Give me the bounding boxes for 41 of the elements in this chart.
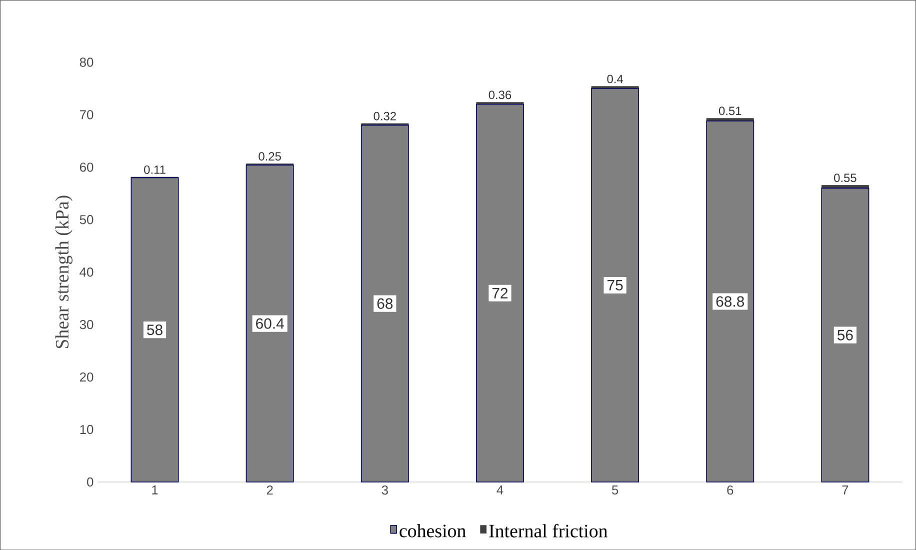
data-label: 68.8 xyxy=(716,296,744,307)
data-label: 58 xyxy=(147,324,162,335)
data-label: 0.25 xyxy=(258,152,281,160)
y-tick-label: 20 xyxy=(80,372,94,382)
x-tick-label: 3 xyxy=(382,485,388,495)
data-label: 0.55 xyxy=(834,174,856,182)
y-axis-title: Shear strength (kPa) xyxy=(55,196,72,348)
data-label: 0.11 xyxy=(144,165,166,174)
x-tick-label: 2 xyxy=(266,485,273,494)
x-tick-label: 1 xyxy=(152,485,158,494)
y-tick-label: 70 xyxy=(80,110,94,120)
y-tick-label: 0 xyxy=(87,477,94,486)
bar xyxy=(246,164,294,482)
bar xyxy=(130,177,179,482)
legend-label: Internal friction xyxy=(489,524,608,538)
bar xyxy=(591,88,640,482)
bar xyxy=(360,124,409,482)
data-label: 75 xyxy=(608,280,623,290)
data-label: 0.36 xyxy=(488,90,512,100)
y-tick-label: 50 xyxy=(80,214,94,224)
data-label: 0.32 xyxy=(374,112,396,120)
y-tick-label: 80 xyxy=(80,58,94,67)
x-tick-label: 4 xyxy=(496,485,504,494)
x-tick-label: 5 xyxy=(612,485,618,494)
data-label: 0.51 xyxy=(718,106,742,116)
y-tick-label: 60 xyxy=(80,162,94,172)
bar xyxy=(706,120,754,482)
data-label: 56 xyxy=(837,330,853,340)
x-tick-label: 7 xyxy=(842,485,848,494)
y-tick-label: 30 xyxy=(80,320,94,330)
y-tick-label: 40 xyxy=(80,267,94,277)
y-tick-label: 10 xyxy=(80,424,94,434)
data-label: 68 xyxy=(377,298,393,309)
data-label: 72 xyxy=(492,288,508,298)
bar xyxy=(476,104,524,482)
bar xyxy=(821,184,869,188)
data-label: 0.4 xyxy=(607,74,624,84)
bar xyxy=(821,188,870,482)
legend-label: cohesion xyxy=(400,524,466,538)
x-tick-label: 6 xyxy=(727,485,734,495)
data-label: 60.4 xyxy=(256,318,284,329)
